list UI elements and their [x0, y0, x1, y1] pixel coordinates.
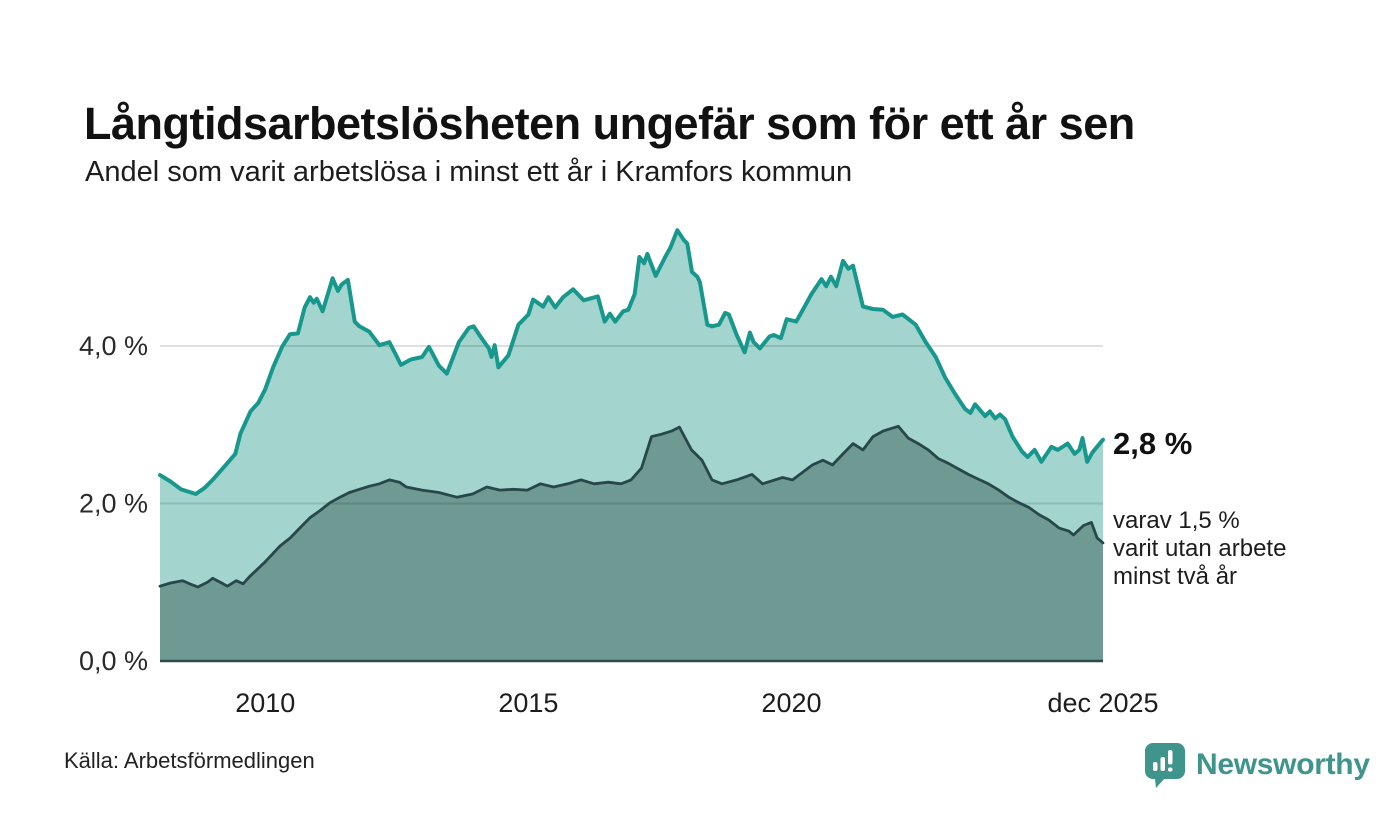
x-tick-label: dec 2025	[1047, 688, 1158, 718]
two-year-annotation-line1: varav 1,5 %	[1113, 507, 1240, 534]
x-tick-label: 2015	[498, 688, 558, 718]
brand-name: Newsworthy	[1196, 748, 1370, 781]
x-tick-label: 2020	[761, 688, 821, 718]
total-series-line	[158, 228, 1105, 496]
two-year-annotation-line3: minst två år	[1113, 563, 1238, 590]
source-attribution: Källa: Arbetsförmedlingen	[64, 748, 315, 773]
two-year-annotation: varav 1,5 % varit utan arbete minst två …	[1113, 507, 1286, 591]
newsworthy-logo: Newsworthy	[1142, 742, 1370, 788]
x-tick-label: 2010	[235, 688, 295, 718]
y-tick-label: 4,0 %	[79, 331, 148, 361]
chart-subtitle: Andel som varit arbetslösa i minst ett å…	[85, 156, 853, 188]
y-tick-label: 2,0 %	[79, 489, 148, 519]
newsworthy-bubble-chart-icon	[1145, 743, 1185, 788]
two-year-series-line	[158, 424, 1105, 589]
page-title: Långtidsarbetslösheten ungefär som för e…	[84, 98, 1135, 150]
two-year-annotation-line2: varit utan arbete	[1113, 535, 1287, 562]
end-value-label: 2,8 %	[1113, 426, 1193, 461]
y-tick-label: 0,0 %	[79, 646, 148, 676]
two-year-area-fill	[160, 426, 1103, 661]
